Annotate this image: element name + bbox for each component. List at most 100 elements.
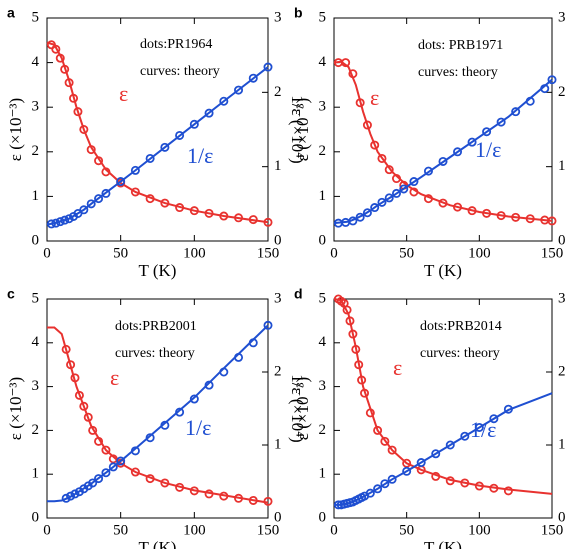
data-point xyxy=(101,445,111,455)
data-point xyxy=(445,440,455,450)
data-point xyxy=(399,184,409,194)
panel-label: c xyxy=(7,286,15,302)
theory-curve xyxy=(333,78,553,225)
series-label: 1/ε xyxy=(185,415,211,440)
data-point xyxy=(362,120,372,130)
data-point xyxy=(370,140,380,150)
y-tick-label: 3 xyxy=(319,99,327,115)
data-point xyxy=(219,96,229,106)
theory-curve xyxy=(47,324,269,503)
x-tick-label: 150 xyxy=(541,522,564,538)
y-tick-label: 2 xyxy=(32,143,40,159)
data-point xyxy=(101,188,111,198)
series-label: 1/ε xyxy=(475,137,501,162)
annotation: curves: theory xyxy=(420,346,500,361)
x-tick-label: 100 xyxy=(183,522,206,538)
series-label: 1/ε xyxy=(470,417,496,442)
y-axis-label: ε (×10⁻³) xyxy=(6,98,25,161)
y-tick-label: 0 xyxy=(319,509,327,525)
annotation: dots: PRB1971 xyxy=(418,38,503,53)
data-point xyxy=(377,153,387,163)
data-point xyxy=(263,62,273,72)
data-point xyxy=(467,137,477,147)
series-label: ε xyxy=(393,355,402,380)
y-tick-label: 2 xyxy=(32,422,40,438)
series-label: 1/ε xyxy=(187,143,213,168)
x-tick-label: 0 xyxy=(330,245,338,261)
y-tick-label: 0 xyxy=(319,232,327,248)
data-point xyxy=(263,320,273,330)
series-label: ε xyxy=(119,81,128,106)
x-tick-label: 0 xyxy=(330,522,338,538)
data-point xyxy=(373,425,383,435)
theory-curve xyxy=(334,392,553,506)
y2-tick-label: 2 xyxy=(558,84,566,100)
annotation: dots:PRB2001 xyxy=(115,319,197,334)
theory-curve xyxy=(333,60,553,222)
x-axis-label: T (K) xyxy=(424,261,462,280)
y2-tick-label: 1 xyxy=(274,158,282,174)
panel-label: a xyxy=(7,5,15,21)
x-tick-label: 150 xyxy=(257,245,280,261)
data-point xyxy=(79,125,89,135)
series-label: ε xyxy=(110,365,119,390)
y-tick-label: 3 xyxy=(319,378,327,394)
data-point xyxy=(482,127,492,137)
x-tick-label: 100 xyxy=(468,245,491,261)
y2-tick-label: 1 xyxy=(274,436,282,452)
data-point xyxy=(384,193,394,203)
y2-tick-label: 0 xyxy=(274,232,282,248)
x-tick-label: 100 xyxy=(468,522,491,538)
y-tick-label: 1 xyxy=(32,188,40,204)
y-tick-label: 1 xyxy=(32,466,40,482)
data-point xyxy=(204,108,214,118)
x-axis-label: T (K) xyxy=(139,538,177,549)
data-point xyxy=(362,208,372,218)
data-point xyxy=(460,431,470,441)
data-point xyxy=(423,166,433,176)
x-tick-label: 50 xyxy=(399,522,414,538)
y2-tick-label: 1 xyxy=(558,158,566,174)
data-point xyxy=(189,119,199,129)
data-point xyxy=(73,107,83,117)
data-point xyxy=(145,153,155,163)
y-tick-label: 4 xyxy=(319,54,327,70)
data-point xyxy=(130,165,140,175)
y-tick-label: 2 xyxy=(319,143,327,159)
data-point xyxy=(70,489,80,499)
data-point xyxy=(79,401,89,411)
theory-curve xyxy=(46,66,269,226)
data-point xyxy=(116,456,126,466)
x-tick-label: 0 xyxy=(43,245,51,261)
y-axis-label: ε (×10⁻³) xyxy=(6,377,25,440)
data-point xyxy=(160,142,170,152)
data-point xyxy=(496,117,506,127)
data-point xyxy=(387,474,397,484)
y2-tick-label: 1 xyxy=(558,436,566,452)
y-tick-label: 0 xyxy=(32,509,40,525)
panel-label: b xyxy=(294,5,303,21)
y-axis-label: ε (×10⁻³) xyxy=(293,377,312,440)
x-tick-label: 50 xyxy=(113,522,128,538)
data-point xyxy=(387,445,397,455)
data-point xyxy=(64,214,74,224)
data-point xyxy=(474,422,484,432)
data-point xyxy=(380,436,390,446)
x-tick-label: 50 xyxy=(113,245,128,261)
data-point xyxy=(234,85,244,95)
y-tick-label: 3 xyxy=(32,378,40,394)
plot-frame xyxy=(333,17,553,242)
data-point xyxy=(130,467,140,477)
data-point xyxy=(86,199,96,209)
data-point xyxy=(409,177,419,187)
annotation: curves: theory xyxy=(140,64,220,79)
y-tick-label: 4 xyxy=(32,334,40,350)
theory-curve xyxy=(46,41,269,224)
data-point xyxy=(94,474,104,484)
y2-tick-label: 2 xyxy=(558,363,566,379)
y-axis-label: ε (×10⁻³) xyxy=(293,98,312,161)
